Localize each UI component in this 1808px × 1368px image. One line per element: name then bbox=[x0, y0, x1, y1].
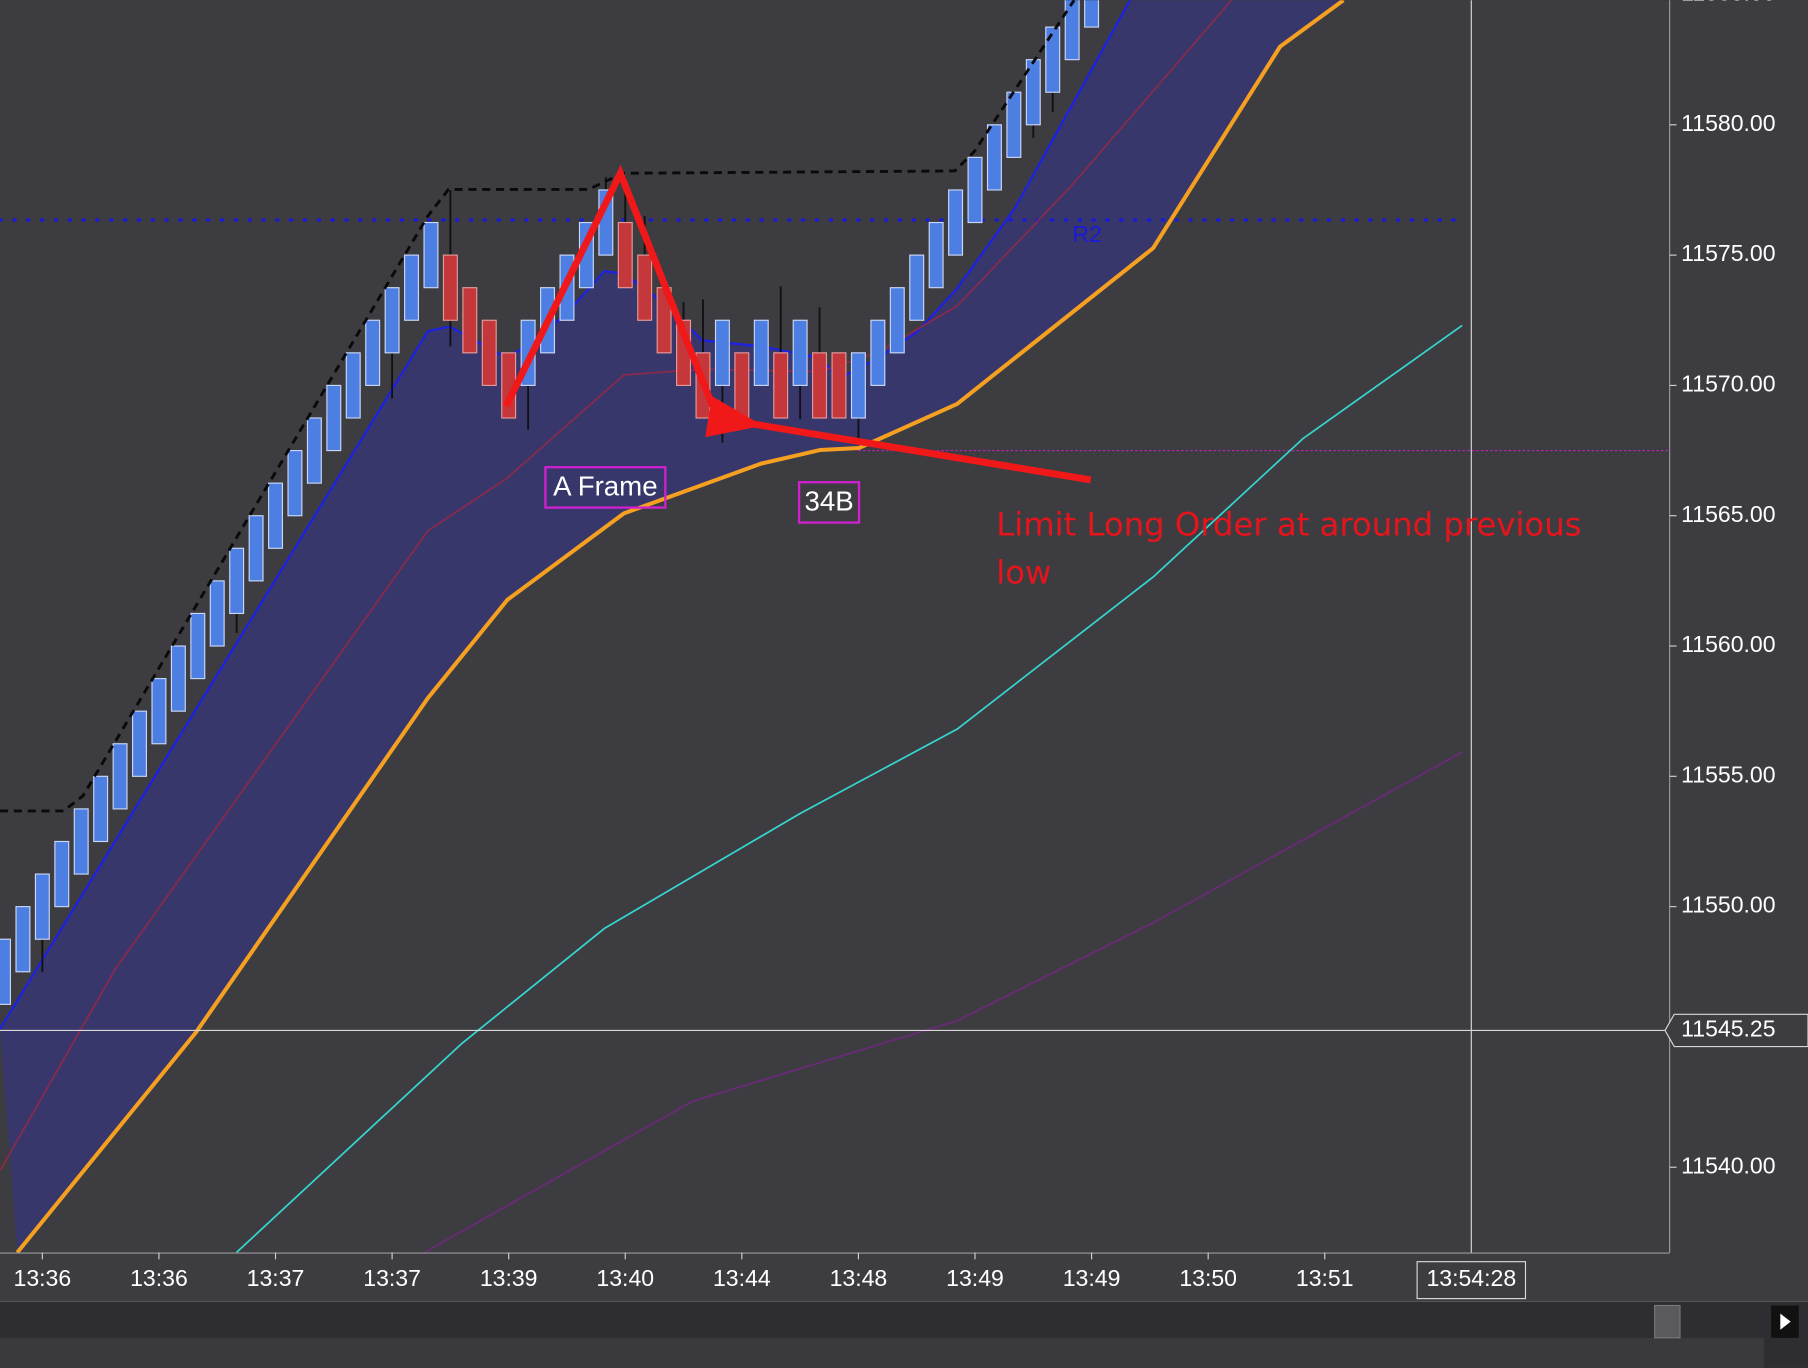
bear-body bbox=[442, 254, 458, 321]
drawings: A Frame 34B Limit Long Order at around p… bbox=[503, 164, 1582, 592]
bull-body bbox=[268, 482, 284, 549]
bull-body bbox=[909, 254, 925, 321]
bear-body bbox=[812, 352, 828, 419]
bull-body bbox=[112, 743, 128, 810]
note-container: Limit Long Order at around previous low bbox=[996, 505, 1582, 592]
y-tick-label: 11570.00 bbox=[1681, 371, 1775, 397]
bull-body bbox=[15, 906, 31, 973]
price-tag-label: 11545.25 bbox=[1681, 1016, 1775, 1042]
y-tick-label: 11560.00 bbox=[1681, 631, 1775, 657]
bull-body bbox=[948, 189, 964, 256]
bull-body bbox=[1006, 91, 1022, 158]
bull-body bbox=[928, 221, 944, 289]
a-frame-drawing bbox=[503, 164, 716, 408]
y-tick-label: 11550.00 bbox=[1681, 892, 1775, 918]
y-tick-label: 11585.00 bbox=[1681, 0, 1775, 6]
y-tick-label: 11540.00 bbox=[1681, 1152, 1775, 1178]
x-tick-label: 13:37 bbox=[363, 1265, 421, 1291]
bull-body bbox=[870, 319, 886, 386]
scroll-right-icon bbox=[1780, 1313, 1791, 1330]
bull-body bbox=[1064, 0, 1080, 61]
x-tick-label: 13:49 bbox=[946, 1265, 1004, 1291]
x-tick-label: 13:39 bbox=[480, 1265, 538, 1291]
bull-body bbox=[170, 645, 186, 712]
bull-body bbox=[151, 678, 167, 745]
bull-body bbox=[365, 319, 381, 386]
channel-line bbox=[0, 0, 1076, 813]
bear-body bbox=[734, 352, 750, 419]
time-tag-label: 13:54:28 bbox=[1426, 1265, 1516, 1291]
bull-body bbox=[73, 808, 89, 875]
x-tick-label: 13:51 bbox=[1296, 1265, 1354, 1291]
y-tick-label: 11555.00 bbox=[1681, 761, 1775, 787]
bull-body bbox=[753, 319, 769, 386]
scrollbar-thumb[interactable] bbox=[1654, 1304, 1681, 1339]
bull-body bbox=[248, 515, 264, 582]
bull-body bbox=[54, 840, 70, 908]
x-tick-label: 13:48 bbox=[830, 1265, 888, 1291]
indicator-line bbox=[423, 751, 1463, 1253]
bear-body bbox=[617, 221, 633, 289]
bear-body bbox=[462, 287, 478, 354]
x-tick-label: 13:40 bbox=[596, 1265, 654, 1291]
y-tick-label: 11580.00 bbox=[1681, 110, 1775, 136]
annotation-label: A Frame bbox=[553, 470, 658, 501]
axes bbox=[0, 0, 1671, 1254]
bull-body bbox=[306, 417, 322, 484]
bull-body bbox=[1084, 0, 1100, 28]
annotation-box bbox=[544, 466, 667, 509]
bull-body bbox=[850, 352, 866, 419]
bull-body bbox=[889, 287, 905, 354]
bull-body bbox=[345, 352, 361, 419]
y-tick-label: 11565.00 bbox=[1681, 501, 1775, 527]
x-tick-label: 13:37 bbox=[247, 1265, 305, 1291]
bull-body bbox=[34, 873, 50, 940]
indicator-line bbox=[15, 0, 1345, 1253]
bull-body bbox=[190, 612, 206, 680]
annotation-box bbox=[797, 481, 861, 524]
x-tick-label: 13:36 bbox=[14, 1265, 72, 1291]
band-fill bbox=[0, 0, 1344, 1253]
bull-body bbox=[209, 580, 225, 647]
bull-body bbox=[132, 710, 148, 777]
bull-body bbox=[93, 775, 109, 843]
bull-body bbox=[792, 319, 808, 386]
bull-body bbox=[326, 384, 342, 452]
indicator-line bbox=[235, 324, 1463, 1253]
bear-body bbox=[773, 352, 789, 419]
bull-body bbox=[404, 254, 420, 321]
bull-body bbox=[714, 319, 730, 386]
x-tick-label: 13:50 bbox=[1179, 1265, 1237, 1291]
bull-body bbox=[1045, 26, 1061, 93]
note-text: Limit Long Order at around previous low bbox=[996, 505, 1582, 592]
price-tag bbox=[1664, 1013, 1808, 1048]
bull-body bbox=[967, 156, 983, 224]
annotation-label: 34B bbox=[804, 485, 853, 516]
arrow bbox=[705, 396, 1092, 484]
x-tick-label: 13:44 bbox=[713, 1265, 771, 1291]
bull-body bbox=[384, 287, 400, 354]
scrollbar-track[interactable] bbox=[0, 1337, 1765, 1368]
bull-body bbox=[986, 124, 1002, 191]
bull-body bbox=[287, 449, 303, 517]
bear-body bbox=[481, 319, 497, 386]
x-tick-label: 13:49 bbox=[1063, 1265, 1121, 1291]
y-tick-label: 11575.00 bbox=[1681, 240, 1775, 266]
bear-body bbox=[831, 352, 847, 419]
bull-body bbox=[423, 221, 439, 289]
x-tick-label: 13:36 bbox=[130, 1265, 188, 1291]
time-tag bbox=[1416, 1261, 1527, 1300]
pivot-label: R2 bbox=[1072, 221, 1101, 247]
bull-body bbox=[229, 547, 245, 615]
bear-body bbox=[637, 254, 653, 321]
bull-body bbox=[0, 938, 11, 1005]
